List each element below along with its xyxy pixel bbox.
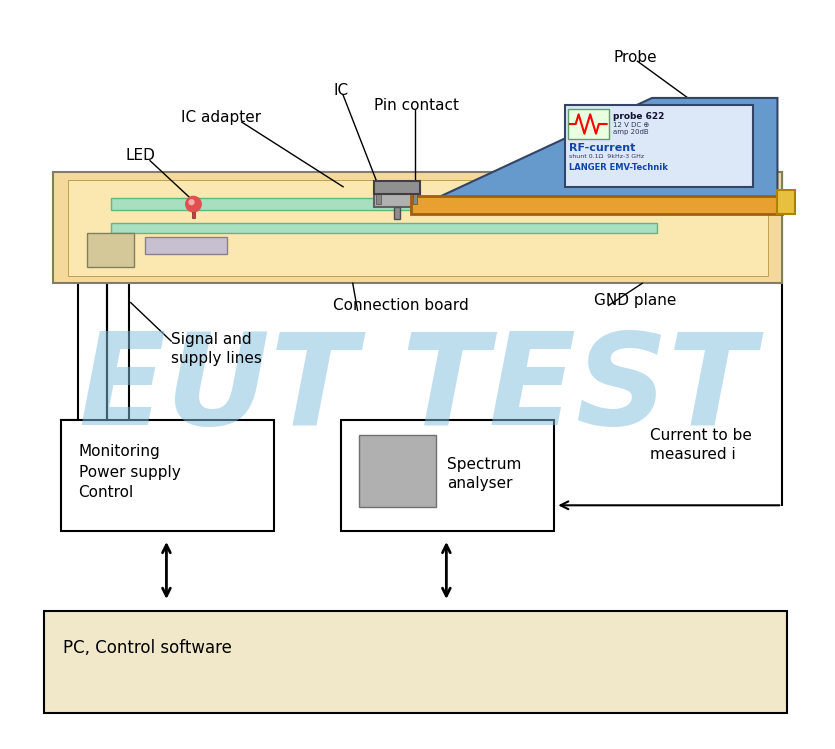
Bar bbox=[394, 207, 400, 219]
Text: measured i: measured i bbox=[650, 447, 736, 462]
Text: probe 622: probe 622 bbox=[614, 112, 665, 121]
Text: Monitoring: Monitoring bbox=[78, 444, 160, 459]
Bar bbox=[111, 198, 411, 210]
Bar bbox=[88, 233, 134, 267]
Bar bbox=[191, 212, 195, 218]
Bar bbox=[777, 189, 795, 213]
Text: LED: LED bbox=[126, 148, 156, 163]
Text: LANGER EMV-Technik: LANGER EMV-Technik bbox=[569, 163, 668, 172]
Text: supply lines: supply lines bbox=[171, 351, 262, 366]
Text: GND plane: GND plane bbox=[594, 293, 676, 308]
Text: analyser: analyser bbox=[448, 476, 513, 491]
Bar bbox=[342, 420, 554, 531]
Text: Power supply: Power supply bbox=[78, 464, 180, 480]
Text: EUT TEST: EUT TEST bbox=[79, 327, 756, 452]
Bar bbox=[374, 181, 420, 195]
Bar bbox=[68, 180, 768, 276]
Bar bbox=[145, 237, 227, 255]
Text: 12 V DC ⊕: 12 V DC ⊕ bbox=[614, 122, 650, 128]
Text: Pin contact: Pin contact bbox=[374, 98, 459, 113]
Text: RF-current: RF-current bbox=[569, 143, 635, 154]
Bar bbox=[53, 172, 782, 283]
Text: Connection board: Connection board bbox=[333, 298, 469, 313]
Text: Spectrum: Spectrum bbox=[448, 457, 522, 472]
Text: Current to be: Current to be bbox=[650, 428, 752, 443]
Bar bbox=[568, 109, 609, 139]
Text: amp 20dB: amp 20dB bbox=[614, 129, 649, 135]
Bar bbox=[61, 420, 274, 531]
Text: PC, Control software: PC, Control software bbox=[63, 639, 232, 657]
Circle shape bbox=[189, 200, 194, 204]
Text: Signal and: Signal and bbox=[171, 332, 252, 347]
Text: Probe: Probe bbox=[614, 49, 657, 64]
FancyBboxPatch shape bbox=[565, 105, 753, 187]
Bar bbox=[358, 435, 436, 507]
Bar bbox=[111, 223, 657, 233]
Bar bbox=[412, 192, 418, 204]
Polygon shape bbox=[430, 98, 777, 201]
Text: shunt 0.1Ω  9kHz-3 GHz: shunt 0.1Ω 9kHz-3 GHz bbox=[569, 154, 644, 159]
Text: IC adapter: IC adapter bbox=[181, 109, 261, 124]
Circle shape bbox=[185, 196, 201, 212]
Bar bbox=[44, 611, 787, 713]
Bar bbox=[411, 196, 782, 213]
Text: IC: IC bbox=[333, 82, 348, 97]
Bar bbox=[376, 192, 381, 204]
Text: Control: Control bbox=[78, 485, 134, 500]
Bar bbox=[374, 189, 420, 207]
